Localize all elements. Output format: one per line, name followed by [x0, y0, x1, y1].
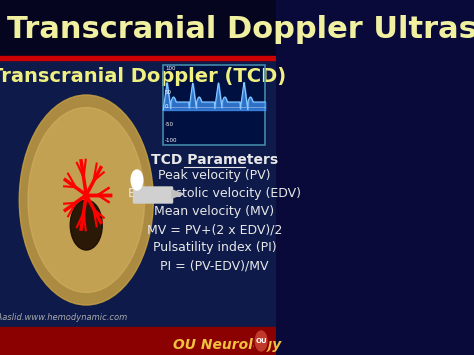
Text: 50: 50: [165, 91, 172, 95]
Text: 0: 0: [165, 104, 168, 109]
Circle shape: [255, 331, 267, 351]
Polygon shape: [172, 190, 183, 198]
Text: MV = PV+(2 x EDV)/2: MV = PV+(2 x EDV)/2: [147, 224, 282, 236]
Text: Peak velocity (PV): Peak velocity (PV): [158, 169, 271, 182]
FancyBboxPatch shape: [134, 187, 173, 203]
Bar: [0, 0, 276, 56]
Bar: [0, 60, 276, 327]
Bar: [163, 65, 265, 145]
Text: Pulsatility index (PI): Pulsatility index (PI): [153, 241, 276, 255]
Bar: [0, 56, 276, 60]
Text: -50: -50: [165, 122, 174, 127]
Text: PI = (PV-EDV)/MV: PI = (PV-EDV)/MV: [160, 260, 269, 273]
Text: Transcranial Doppler Ultrasound: Transcranial Doppler Ultrasound: [7, 16, 474, 44]
Text: R.Aaslid.www.hemodynamic.com: R.Aaslid.www.hemodynamic.com: [0, 312, 128, 322]
Text: OU: OU: [255, 338, 267, 344]
Text: TCD Parameters: TCD Parameters: [151, 153, 278, 167]
Circle shape: [131, 170, 143, 190]
Bar: [0, 327, 276, 355]
Text: 100: 100: [165, 66, 175, 71]
Ellipse shape: [19, 95, 153, 305]
Text: End-diastolic velocity (EDV): End-diastolic velocity (EDV): [128, 187, 301, 201]
Text: Mean velocity (MV): Mean velocity (MV): [155, 206, 274, 218]
Text: OU Neurology: OU Neurology: [173, 338, 282, 352]
Ellipse shape: [28, 108, 145, 293]
Bar: [163, 65, 265, 145]
Text: Transcranial Doppler (TCD): Transcranial Doppler (TCD): [0, 67, 286, 87]
Circle shape: [254, 328, 269, 354]
Text: -100: -100: [165, 137, 177, 142]
Ellipse shape: [70, 200, 102, 250]
